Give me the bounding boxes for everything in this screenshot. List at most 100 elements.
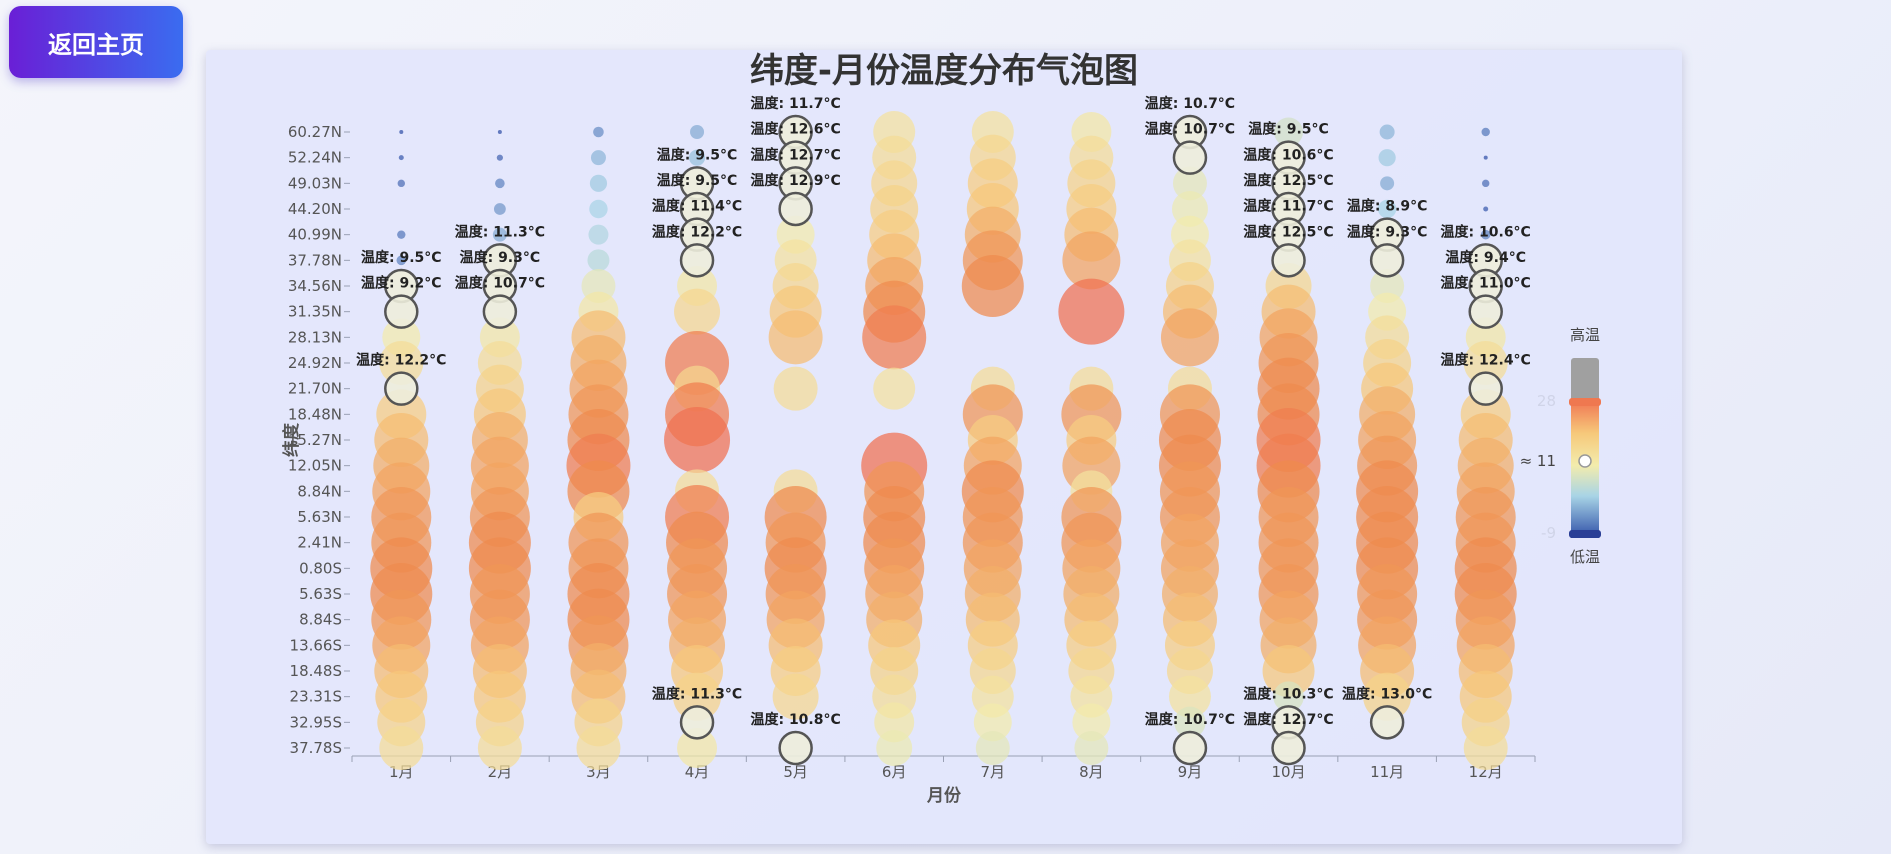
bubble[interactable] [874, 702, 915, 743]
bubble[interactable] [587, 249, 610, 272]
legend-handle-min[interactable] [1569, 530, 1601, 538]
bubble[interactable] [589, 199, 608, 219]
y-tick-label: 5.63S [299, 585, 342, 603]
bubble[interactable] [495, 178, 505, 189]
highlighted-bubble[interactable] [1468, 371, 1503, 406]
bubble-data-label: 温度: 9.5°C [1248, 121, 1329, 138]
bubble[interactable] [397, 230, 406, 239]
y-tick-label: 37.78S [290, 739, 342, 757]
bubble[interactable] [1370, 269, 1405, 303]
bubble[interactable] [1481, 127, 1490, 137]
bubble[interactable] [1062, 231, 1121, 290]
bubble[interactable] [1482, 179, 1490, 188]
bubble[interactable] [1168, 675, 1211, 718]
bubble[interactable] [677, 728, 718, 768]
highlighted-bubble[interactable] [778, 730, 813, 766]
bubble[interactable] [496, 154, 503, 161]
highlighted-bubble[interactable] [384, 294, 419, 329]
bubble-data-label: 温度: 9.3°C [460, 249, 541, 266]
bubble[interactable] [399, 130, 404, 134]
highlighted-bubble[interactable] [1369, 243, 1405, 278]
y-tick-label: 8.84N [297, 482, 342, 500]
bubble[interactable] [1273, 681, 1304, 712]
bubble[interactable] [497, 130, 502, 134]
bubble[interactable] [1072, 703, 1111, 742]
legend-high-label: 高温 [1570, 326, 1600, 344]
y-tick-label: 31.35N [288, 303, 342, 321]
bubble[interactable] [1262, 645, 1315, 697]
bubble[interactable] [1380, 176, 1395, 191]
legend-handle-max[interactable] [1569, 398, 1601, 406]
bubble[interactable] [1160, 308, 1219, 367]
highlighted-bubble[interactable] [1271, 243, 1306, 278]
home-button[interactable]: 返回主页 [9, 6, 183, 78]
legend-handle-top[interactable] [1571, 358, 1599, 402]
bubble-data-label: 温度: 12.2°C [356, 352, 446, 369]
bubble[interactable] [379, 341, 424, 385]
legend-color-bar[interactable] [1571, 398, 1599, 538]
bubble[interactable] [1378, 149, 1396, 167]
bubble[interactable] [664, 407, 731, 473]
bubble[interactable] [961, 255, 1024, 317]
bubble[interactable] [673, 672, 722, 721]
bubble[interactable] [477, 726, 522, 770]
bubble[interactable] [873, 367, 916, 410]
bubble[interactable] [493, 203, 506, 215]
bubble[interactable] [589, 174, 608, 192]
bubble[interactable] [1172, 166, 1207, 201]
chart-card [206, 50, 1682, 844]
bubble[interactable] [398, 155, 404, 161]
bubble-data-label: 温度: 9.3°C [1347, 223, 1428, 240]
bubble[interactable] [688, 149, 706, 166]
bubble[interactable] [772, 673, 819, 720]
bubble[interactable] [1483, 206, 1489, 212]
highlighted-bubble[interactable] [384, 371, 419, 406]
bubble[interactable] [593, 126, 604, 138]
bubble[interactable] [1274, 117, 1304, 147]
highlighted-bubble[interactable] [679, 243, 715, 278]
y-tick-label: 24.92N [288, 354, 342, 372]
bubble[interactable] [1463, 726, 1508, 770]
y-tick-label: 18.48N [288, 405, 342, 423]
highlighted-bubble[interactable] [1271, 730, 1306, 766]
bubble[interactable] [590, 150, 606, 166]
bubble[interactable] [588, 224, 609, 245]
highlighted-bubble[interactable] [1172, 140, 1208, 175]
highlighted-bubble[interactable] [1468, 294, 1503, 329]
bubble[interactable] [1174, 706, 1206, 739]
bubble[interactable] [690, 125, 705, 139]
highlighted-bubble[interactable] [1369, 705, 1405, 740]
highlighted-bubble[interactable] [482, 294, 518, 329]
highlighted-bubble[interactable] [679, 705, 715, 740]
bubble[interactable] [876, 730, 913, 766]
bubble[interactable] [1463, 341, 1508, 385]
bubble[interactable] [397, 179, 405, 188]
bubble[interactable] [1480, 229, 1491, 240]
bubble[interactable] [973, 703, 1012, 742]
y-tick-label: 52.24N [288, 149, 342, 167]
bubble[interactable] [1058, 278, 1125, 345]
highlighted-bubble[interactable] [778, 191, 813, 227]
bubble[interactable] [768, 310, 823, 365]
bubble[interactable] [975, 731, 1010, 765]
bubble[interactable] [773, 366, 818, 411]
legend-indicator[interactable] [1578, 454, 1592, 468]
axes: 1月 2月 3月 4月 5月 6月 7月 8月 9月 10月 11月 12月60.27N52.24N4… [288, 123, 1536, 781]
bubble-data-label: 温度: 10.6°C [1243, 146, 1333, 163]
bubble[interactable] [492, 227, 507, 242]
bubble[interactable] [1074, 731, 1109, 765]
bubble[interactable] [396, 255, 407, 266]
bubble[interactable] [1379, 124, 1395, 140]
legend-current-value: ≈ 11 [1520, 452, 1556, 470]
highlighted-bubble[interactable] [1172, 730, 1208, 766]
bubble[interactable] [379, 726, 424, 770]
bubble[interactable] [1377, 199, 1397, 219]
bubble[interactable] [1483, 155, 1488, 160]
bubble[interactable] [1363, 672, 1412, 721]
y-tick-label: 28.13N [288, 328, 342, 346]
bubble[interactable] [576, 726, 621, 770]
bubble[interactable] [862, 305, 927, 370]
bubble-layer[interactable] [370, 111, 1517, 770]
visual-map-legend[interactable]: 高温 28 ≈ 11 -9 低温 [1520, 326, 1601, 566]
bubble[interactable] [674, 288, 721, 335]
